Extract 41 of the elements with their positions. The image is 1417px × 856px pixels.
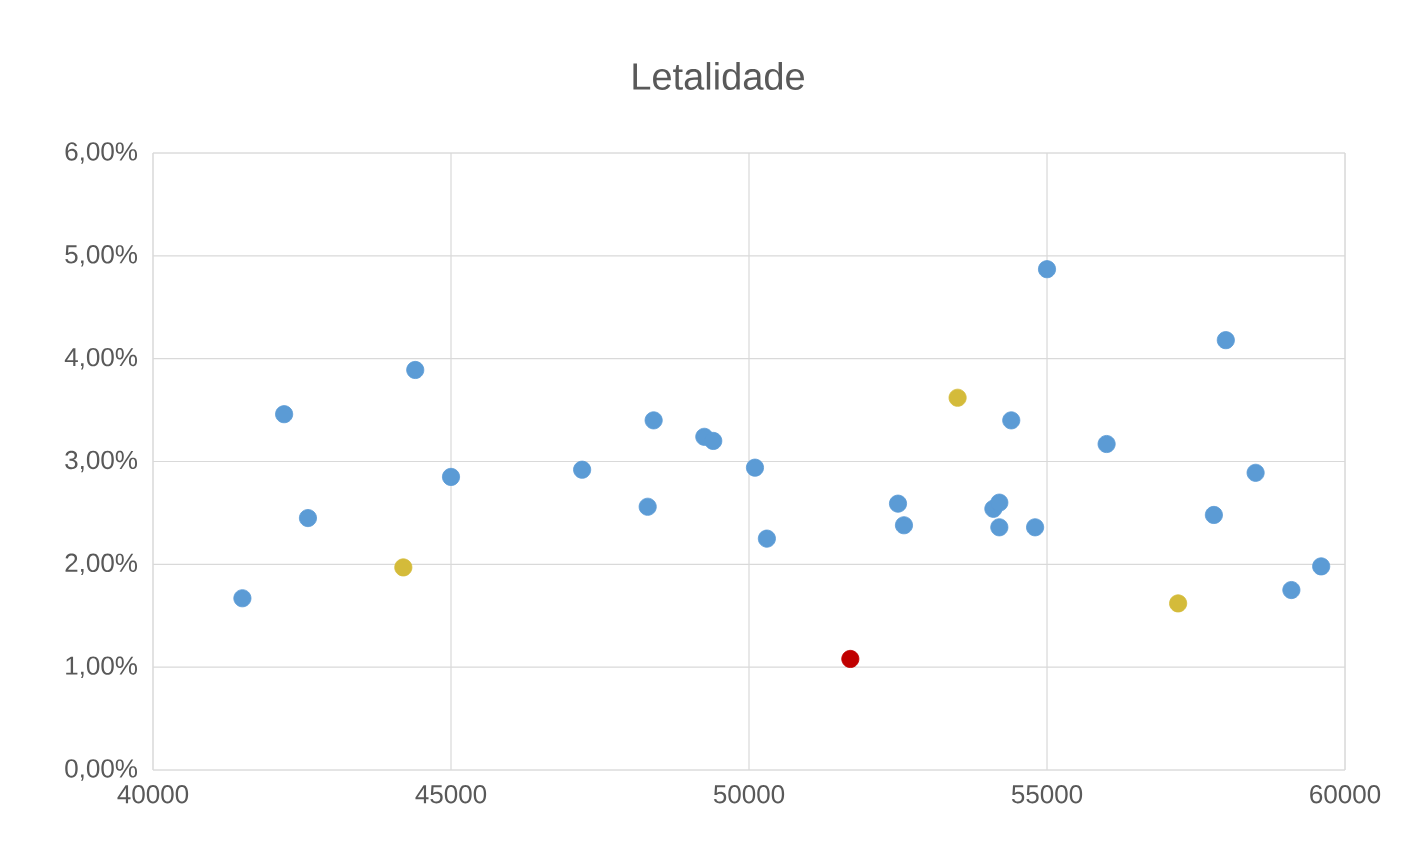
y-tick-label: 1,00%: [66, 656, 138, 678]
y-tick-label: 0,00%: [65, 759, 138, 781]
point: [990, 493, 1009, 512]
point: [948, 388, 967, 407]
x-tick-label: 40000: [117, 785, 189, 804]
x-tick-label: 50000: [713, 785, 785, 804]
point: [1002, 411, 1021, 430]
x-tick-label: 45000: [415, 785, 487, 804]
point: [644, 411, 663, 430]
point: [1097, 435, 1116, 454]
point: [1038, 260, 1057, 279]
point: [1246, 463, 1265, 482]
point: [638, 497, 657, 516]
point: [1216, 331, 1235, 350]
y-tick-label: 2,00%: [65, 553, 138, 576]
point: [394, 558, 413, 577]
point: [757, 529, 776, 548]
point: [573, 460, 592, 479]
y-tick-label: 4,00%: [64, 347, 138, 370]
point: [1282, 581, 1301, 600]
point: [1312, 557, 1331, 576]
point: [1169, 594, 1188, 613]
point: [990, 518, 1009, 537]
x-tick-label: 60000: [1310, 785, 1381, 804]
point: [406, 360, 425, 379]
y-tick-label: 6,00%: [65, 142, 138, 164]
chart-title: Letalidade: [633, 62, 804, 90]
point: [442, 467, 460, 486]
point: [233, 589, 252, 608]
point: [889, 494, 908, 513]
y-tick-label: 3,00%: [65, 450, 138, 473]
point: [745, 458, 764, 477]
point: [704, 431, 723, 450]
point: [1204, 505, 1223, 524]
x-tick-label: 55000: [1011, 785, 1083, 804]
y-tick-label: 5,00%: [65, 245, 138, 267]
point: [298, 509, 317, 528]
point: [275, 405, 294, 424]
point: [1026, 518, 1045, 537]
point: [841, 649, 860, 668]
point: [894, 516, 913, 535]
